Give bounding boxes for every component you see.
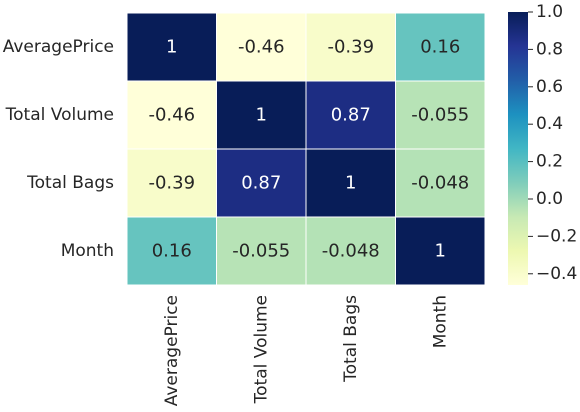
heatmap-cell	[126, 80, 217, 150]
heatmap-cell	[305, 12, 396, 82]
cell-value-label: -0.39	[148, 173, 195, 194]
row-tick-label: Total Volume	[5, 105, 114, 125]
colorbar-tick-label: 0.8	[536, 39, 563, 59]
colorbar-tick-label: −0.4	[536, 264, 577, 284]
cell-value-label: 0.16	[420, 37, 460, 58]
colorbar: 1.0 0.8 0.6 0.4 0.2 0.0 −0.2 −0.4	[508, 2, 577, 285]
cell-value-label: -0.46	[148, 105, 195, 126]
colorbar-tick-label: 0.6	[536, 77, 563, 97]
cell-value-label: 1	[166, 37, 177, 58]
cell-value-label: -0.46	[238, 37, 285, 58]
cell-value-label: -0.39	[327, 37, 374, 58]
cell-value-label: 1	[435, 241, 446, 262]
column-tick-label: Month	[430, 295, 450, 348]
cell-value-label: -0.055	[411, 105, 469, 126]
row-tick-label: AveragePrice	[3, 37, 114, 57]
cell-value-label: -0.055	[232, 241, 290, 262]
cell-value-label: 0.16	[152, 241, 192, 262]
colorbar-tick-label: 0.0	[536, 189, 563, 209]
heatmap-cell	[216, 148, 307, 218]
colorbar-tick-label: 1.0	[536, 2, 563, 22]
heatmap-cell	[216, 80, 307, 150]
column-tick-label: Total Volume	[251, 295, 271, 404]
colorbar-tick-label: 0.4	[536, 114, 563, 134]
heatmap-cell	[395, 12, 486, 82]
column-tick-label: AveragePrice	[162, 295, 182, 406]
heatmap-cell	[126, 12, 217, 82]
cell-value-label: 0.87	[331, 105, 371, 126]
cell-value-label: 0.87	[241, 173, 281, 194]
colorbar-tick-label: −0.2	[536, 226, 577, 246]
column-tick-label: Total Bags	[341, 295, 361, 383]
cell-value-label: -0.048	[322, 241, 380, 262]
heatmap-cell	[216, 216, 307, 286]
heatmap-cells: 1 -0.46 -0.39 0.16 -0.46 1 0.87 -0.055 -0.39 0.87…	[126, 12, 486, 286]
heatmap-cell	[126, 216, 217, 286]
row-tick-label: Total Bags	[26, 173, 114, 193]
heatmap-cell	[395, 148, 486, 218]
cell-value-label: 1	[345, 173, 356, 194]
heatmap-cell	[395, 80, 486, 150]
row-labels: AveragePrice Total Volume Total Bags Month	[3, 37, 114, 261]
cell-value-label: 1	[256, 105, 267, 126]
heatmap-cell	[395, 216, 486, 286]
colorbar-tick-label: 0.2	[536, 152, 563, 172]
colorbar-gradient	[508, 12, 528, 285]
cell-value-label: -0.048	[411, 173, 469, 194]
row-tick-label: Month	[61, 241, 114, 261]
column-labels: AveragePrice Total Volume Total Bags Month	[162, 295, 451, 406]
heatmap-cell	[216, 12, 307, 82]
